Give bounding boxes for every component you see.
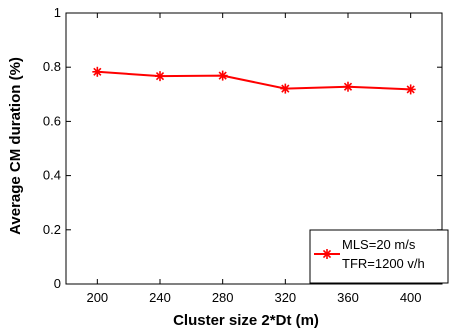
- y-tick-label: 0.4: [43, 168, 61, 183]
- data-point: [343, 81, 353, 92]
- data-point: [217, 70, 228, 81]
- legend: MLS=20 m/s TFR=1200 v/h: [309, 229, 449, 284]
- legend-marker: [322, 249, 332, 259]
- data-point: [155, 71, 165, 82]
- x-tick-label: 360: [337, 290, 359, 305]
- x-tick-label: 200: [86, 290, 108, 305]
- x-tick-label: 240: [149, 290, 171, 305]
- x-axis: 200 240 280 320 360 400: [86, 13, 422, 305]
- x-tick-label: 280: [212, 290, 234, 305]
- data-point: [92, 66, 103, 77]
- x-tick-label: 400: [400, 290, 422, 305]
- y-tick-label: 0.2: [43, 222, 61, 237]
- data-point: [405, 84, 416, 95]
- y-tick-label: 0: [54, 276, 61, 291]
- legend-box: [309, 229, 449, 284]
- legend-line-1: MLS=20 m/s: [342, 237, 416, 252]
- legend-marker-symbol: [322, 249, 332, 259]
- y-tick-label: 1: [54, 5, 61, 20]
- y-tick-label: 0.6: [43, 113, 61, 128]
- y-axis: 0 0.2 0.4 0.6 0.8 1: [43, 5, 442, 291]
- x-tick-label: 320: [274, 290, 296, 305]
- y-axis-title: Average CM duration (%): [7, 57, 24, 235]
- data-point: [280, 83, 291, 94]
- x-axis-title: Cluster size 2*Dt (m): [173, 312, 319, 329]
- y-tick-label: 0.8: [43, 59, 61, 74]
- legend-line-2: TFR=1200 v/h: [342, 256, 425, 271]
- series-layer: [92, 66, 416, 95]
- series-line: [97, 70, 411, 91]
